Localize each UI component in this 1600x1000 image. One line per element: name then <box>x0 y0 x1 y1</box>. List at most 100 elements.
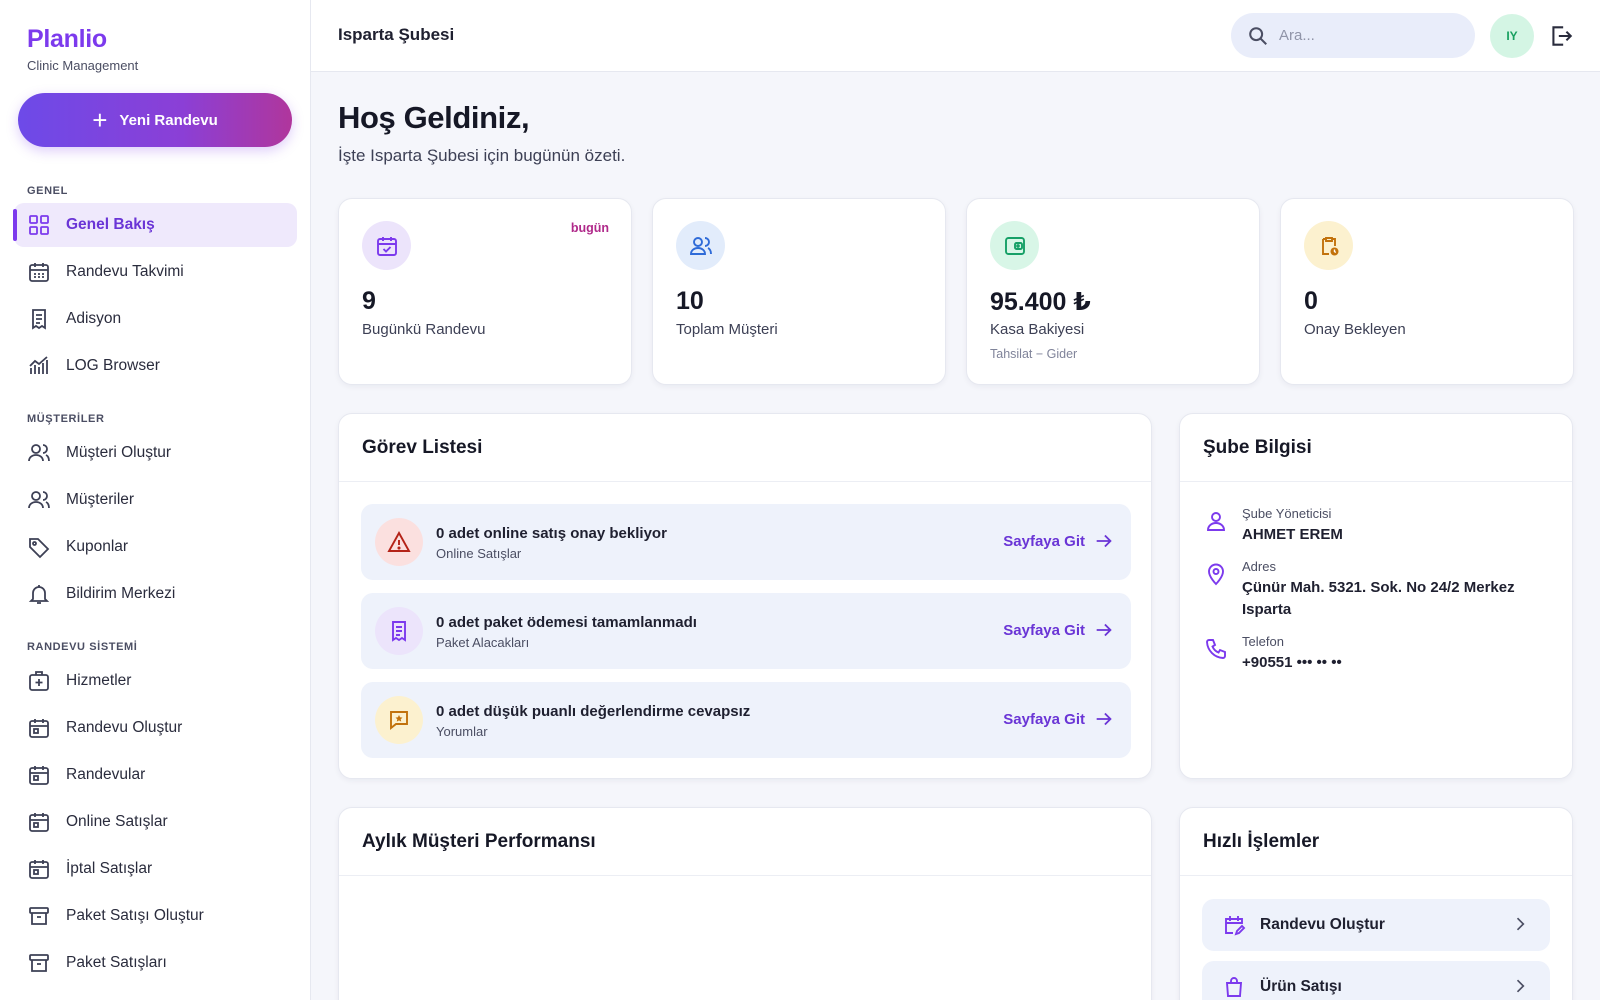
go-to-page-label: Sayfaya Git <box>1003 710 1085 728</box>
sidebar-item-label: İptal Satışlar <box>66 860 153 877</box>
sidebar-item-label: Paket Satışı Oluştur <box>66 907 204 924</box>
sidebar-item-randevu-olustur[interactable]: Randevu Oluştur <box>14 706 297 750</box>
sidebar-item-log-browser[interactable]: LOG Browser <box>14 344 297 388</box>
calendar-edit-icon <box>1225 916 1246 936</box>
task-title: 0 adet paket ödemesi tamamlanmadı <box>436 614 697 631</box>
brand-name: Planlio <box>27 25 107 53</box>
sidebar-item-label: Online Satışlar <box>66 813 168 830</box>
stat-label: Bugünkü Randevu <box>362 321 486 338</box>
sidebar-item-label: Müşteriler <box>66 491 135 508</box>
sidebar-item-label: Paket Satışları <box>66 954 167 971</box>
user-icon <box>1207 512 1225 531</box>
quick-action-label: Randevu Oluştur <box>1260 916 1385 933</box>
avatar[interactable]: IY <box>1490 14 1534 58</box>
sidebar-item-musteri-olustur[interactable]: Müşteri Oluştur <box>14 431 297 475</box>
task-list-card: Görev Listesi 0 adet online satış onay b… <box>338 413 1152 779</box>
task-item[interactable]: 0 adet online satış onay bekliyor Online… <box>361 504 1131 580</box>
go-to-page-link[interactable]: Sayfaya Git <box>1003 619 1115 641</box>
sidebar-item-genel-bakis[interactable]: Genel Bakış <box>13 203 297 247</box>
stat-icon-wrap <box>362 221 411 270</box>
wallet-icon <box>1004 236 1025 255</box>
welcome-title: Hoş Geldiniz, <box>338 100 530 135</box>
stat-card-customers[interactable]: 10 Toplam Müşteri <box>652 198 946 385</box>
arrow-right-icon <box>1096 623 1112 637</box>
users-icon <box>28 444 50 462</box>
sidebar-item-randevu-takvimi[interactable]: Randevu Takvimi <box>14 250 297 294</box>
quick-action-label: Ürün Satışı <box>1260 978 1342 995</box>
brand[interactable]: Planlio Clinic Management <box>27 25 138 73</box>
task-subtitle: Online Satışlar <box>436 546 522 561</box>
task-item[interactable]: 0 adet paket ödemesi tamamlanmadı Paket … <box>361 593 1131 669</box>
users-icon <box>689 236 712 255</box>
chart-icon <box>29 356 48 374</box>
page-title: Isparta Şubesi <box>338 25 455 44</box>
address-value: Çünür Mah. 5321. Sok. No 24/2 Merkez Isp… <box>1242 579 1515 618</box>
branch-info-card: Şube Bilgisi Şube Yöneticisi AHMET EREM … <box>1179 413 1573 779</box>
sidebar-item-label: Adisyon <box>66 310 122 327</box>
warning-icon <box>387 531 411 552</box>
calendar-check-icon <box>376 236 397 256</box>
task-subtitle: Paket Alacakları <box>436 635 530 650</box>
sidebar-item-online-satislar[interactable]: Online Satışlar <box>14 800 297 844</box>
go-to-page-label: Sayfaya Git <box>1003 621 1085 639</box>
arrow-right-icon <box>1096 534 1112 548</box>
sidebar-item-label: Randevular <box>66 766 146 783</box>
phone-label: Telefon <box>1242 634 1284 649</box>
quick-action-randevu-olustur[interactable]: Randevu Oluştur <box>1202 899 1550 951</box>
stat-card-pending[interactable]: 0 Onay Bekleyen <box>1280 198 1574 385</box>
phone-value[interactable]: +90551 ••• •• •• <box>1242 654 1342 671</box>
search-box[interactable] <box>1231 13 1475 58</box>
quick-actions-title: Hızlı İşlemler <box>1180 808 1572 876</box>
logout-icon[interactable] <box>1548 23 1574 49</box>
sidebar-item-bildirim-merkezi[interactable]: Bildirim Merkezi <box>14 572 297 616</box>
stat-subtext: Tahsilat − Gider <box>990 347 1078 361</box>
search-icon <box>1249 26 1267 45</box>
phone-icon <box>1206 639 1226 659</box>
sidebar-item-label: Randevu Takvimi <box>66 263 184 280</box>
sidebar-item-label: Genel Bakış <box>66 216 155 233</box>
branch-manager-row: Şube Yöneticisi AHMET EREM <box>1204 506 1343 543</box>
sidebar-item-adisyon[interactable]: Adisyon <box>14 297 297 341</box>
archive-icon <box>29 954 49 972</box>
sidebar-item-musteriler[interactable]: Müşteriler <box>14 478 297 522</box>
task-icon-wrap <box>375 607 423 655</box>
sidebar-item-hizmetler[interactable]: Hizmetler <box>14 659 297 703</box>
shopping-bag-icon <box>1225 977 1243 997</box>
stat-card-appointments[interactable]: bugün 9 Bugünkü Randevu <box>338 198 632 385</box>
branch-phone-row: Telefon +90551 ••• •• •• <box>1204 634 1342 671</box>
chevron-right-icon <box>1516 979 1525 993</box>
sidebar-item-kuponlar[interactable]: Kuponlar <box>14 525 297 569</box>
sidebar-item-label: Bildirim Merkezi <box>66 585 176 602</box>
stat-icon-wrap <box>990 221 1039 270</box>
welcome-subtitle: İşte Isparta Şubesi için bugünün özeti. <box>338 146 626 165</box>
go-to-page-link[interactable]: Sayfaya Git <box>1003 708 1115 730</box>
sidebar-item-paket-satislari[interactable]: Paket Satışları <box>14 941 297 985</box>
monthly-performance-card: Aylık Müşteri Performansı <box>338 807 1152 1000</box>
task-subtitle: Yorumlar <box>436 724 488 739</box>
task-list-title: Görev Listesi <box>339 414 1151 482</box>
stat-label: Onay Bekleyen <box>1304 321 1406 338</box>
sidebar-item-paket-satisi-olustur[interactable]: Paket Satışı Oluştur <box>14 894 297 938</box>
quick-action-urun-satisi[interactable]: Ürün Satışı <box>1202 961 1550 1000</box>
stat-card-balance[interactable]: 95.400 ₺ Kasa Bakiyesi Tahsilat − Gider <box>966 198 1260 385</box>
search-input[interactable] <box>1279 27 1449 44</box>
plus-icon: + <box>92 105 108 135</box>
stat-label: Toplam Müşteri <box>676 321 778 338</box>
location-pin-icon <box>1208 563 1224 586</box>
new-appointment-button[interactable]: + Yeni Randevu <box>18 93 292 147</box>
task-title: 0 adet online satış onay bekliyor <box>436 525 667 542</box>
grid-icon <box>29 215 49 235</box>
task-icon-wrap <box>375 518 423 566</box>
task-item[interactable]: 0 adet düşük puanlı değerlendirme cevaps… <box>361 682 1131 758</box>
chevron-right-icon <box>1516 917 1525 931</box>
branch-address-row: Adres Çünür Mah. 5321. Sok. No 24/2 Merk… <box>1204 559 1515 618</box>
today-badge: bugün <box>570 221 609 235</box>
section-label-genel: GENEL <box>27 185 68 197</box>
section-label-musteriler: MÜŞTERİLER <box>27 413 105 425</box>
sidebar-item-randevular[interactable]: Randevular <box>14 753 297 797</box>
task-icon-wrap <box>375 696 423 744</box>
bell-icon <box>28 585 50 604</box>
go-to-page-label: Sayfaya Git <box>1003 532 1085 550</box>
sidebar-item-iptal-satislar[interactable]: İptal Satışlar <box>14 847 297 891</box>
go-to-page-link[interactable]: Sayfaya Git <box>1003 530 1115 552</box>
